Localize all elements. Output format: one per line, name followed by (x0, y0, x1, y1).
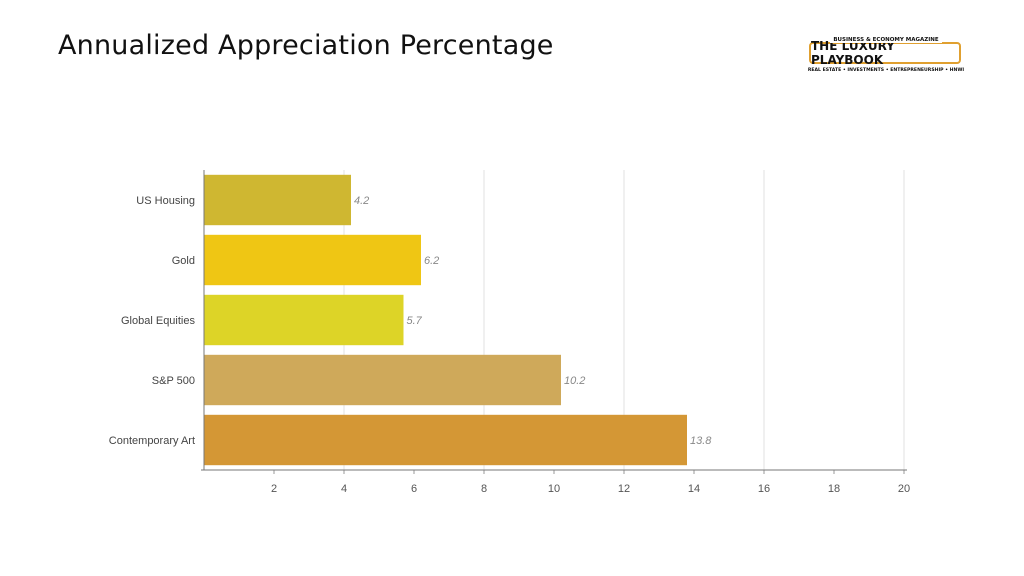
logo-tagline-top: BUSINESS & ECONOMY MAGAZINE (830, 37, 942, 43)
category-label: US Housing (136, 195, 195, 207)
bar (204, 234, 421, 286)
category-label: Contemporary Art (109, 435, 195, 447)
x-tick-label: 4 (341, 483, 347, 495)
category-label: Global Equities (121, 315, 195, 327)
category-label: Gold (172, 255, 195, 267)
brand-logo: THE LUXURY PLAYBOOK BUSINESS & ECONOMY M… (806, 37, 966, 78)
x-tick-label: 20 (898, 483, 910, 495)
chart-labels: 2 4 6 8 10 12 14 16 18 20 US Housing 4.2 Gold 6.2 Glob… (109, 195, 910, 495)
x-tick-label: 18 (828, 483, 840, 495)
category-label: S&P 500 (152, 375, 195, 387)
bar (204, 174, 351, 226)
logo-tagline-bottom: REAL ESTATE • INVESTMENTS • ENTREPRENEUR… (807, 68, 965, 73)
x-tick-label: 6 (411, 483, 417, 495)
x-tick-label: 12 (618, 483, 630, 495)
chart-axes (201, 170, 907, 474)
page-title: Annualized Appreciation Percentage (58, 30, 554, 61)
x-tick-label: 2 (271, 483, 277, 495)
data-label: 5.7 (407, 315, 423, 327)
chart-bars (204, 174, 687, 466)
x-tick-label: 10 (548, 483, 560, 495)
x-tick-label: 14 (688, 483, 700, 495)
data-label: 6.2 (424, 255, 439, 267)
data-label: 13.8 (690, 435, 712, 447)
data-label: 4.2 (354, 195, 369, 207)
bar (204, 294, 404, 346)
x-tick-label: 8 (481, 483, 487, 495)
bar (204, 354, 561, 406)
bar (204, 414, 687, 466)
data-label: 10.2 (564, 375, 585, 387)
x-tick-label: 16 (758, 483, 770, 495)
